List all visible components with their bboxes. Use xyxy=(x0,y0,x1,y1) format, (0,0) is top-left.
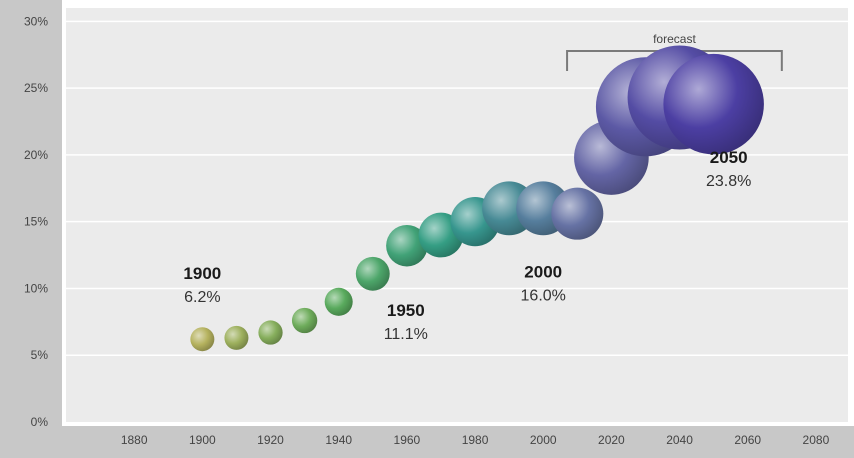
x-tick-label: 2060 xyxy=(734,433,761,447)
x-tick-label: 1960 xyxy=(394,433,421,447)
y-tick-label: 30% xyxy=(24,14,48,28)
bubble xyxy=(224,325,249,350)
y-tick-label: 0% xyxy=(31,415,49,429)
x-tick-label: 1980 xyxy=(462,433,489,447)
annotation-year: 1950 xyxy=(387,301,425,320)
y-tick-label: 25% xyxy=(24,81,48,95)
annotation-value: 11.1% xyxy=(384,326,428,343)
annotation-value: 16.0% xyxy=(521,287,566,304)
y-tick-label: 5% xyxy=(31,348,49,362)
x-tick-label: 2040 xyxy=(666,433,693,447)
x-tick-label: 1940 xyxy=(325,433,352,447)
y-axis-band xyxy=(0,0,62,458)
bubbles xyxy=(190,45,764,352)
bubble xyxy=(663,53,764,155)
x-tick-label: 2000 xyxy=(530,433,557,447)
annotations: 1900 6.2% 1950 11.1% 2000 16.0% 2050 23.8% xyxy=(183,148,751,343)
x-axis-ticks: 1880 1900 1920 1940 1960 1980 2000 2020 2040 2060… xyxy=(121,433,830,447)
annotation-year: 1900 xyxy=(183,264,221,283)
y-tick-label: 10% xyxy=(24,281,48,295)
x-tick-label: 1900 xyxy=(189,433,216,447)
bubble xyxy=(190,327,215,352)
y-tick-label: 20% xyxy=(24,148,48,162)
x-tick-label: 2020 xyxy=(598,433,625,447)
x-tick-label: 1880 xyxy=(121,433,148,447)
bubble xyxy=(386,224,428,267)
annotation-value: 6.2% xyxy=(184,289,220,306)
y-axis-ticks: 0% 5% 10% 15% 20% 25% 30% xyxy=(24,14,48,429)
y-tick-label: 15% xyxy=(24,215,48,229)
forecast-label: forecast xyxy=(653,32,696,46)
bubble xyxy=(355,256,390,291)
annotation-year: 2050 xyxy=(710,148,748,167)
x-tick-label: 1920 xyxy=(257,433,284,447)
annotation-value: 23.8% xyxy=(706,173,751,190)
bubble xyxy=(324,287,353,316)
x-tick-label: 2080 xyxy=(803,433,830,447)
annotation-year: 2000 xyxy=(524,262,562,281)
bubble xyxy=(258,320,283,345)
bubble xyxy=(551,187,604,240)
x-axis-band xyxy=(0,426,854,458)
bubble xyxy=(291,307,318,334)
